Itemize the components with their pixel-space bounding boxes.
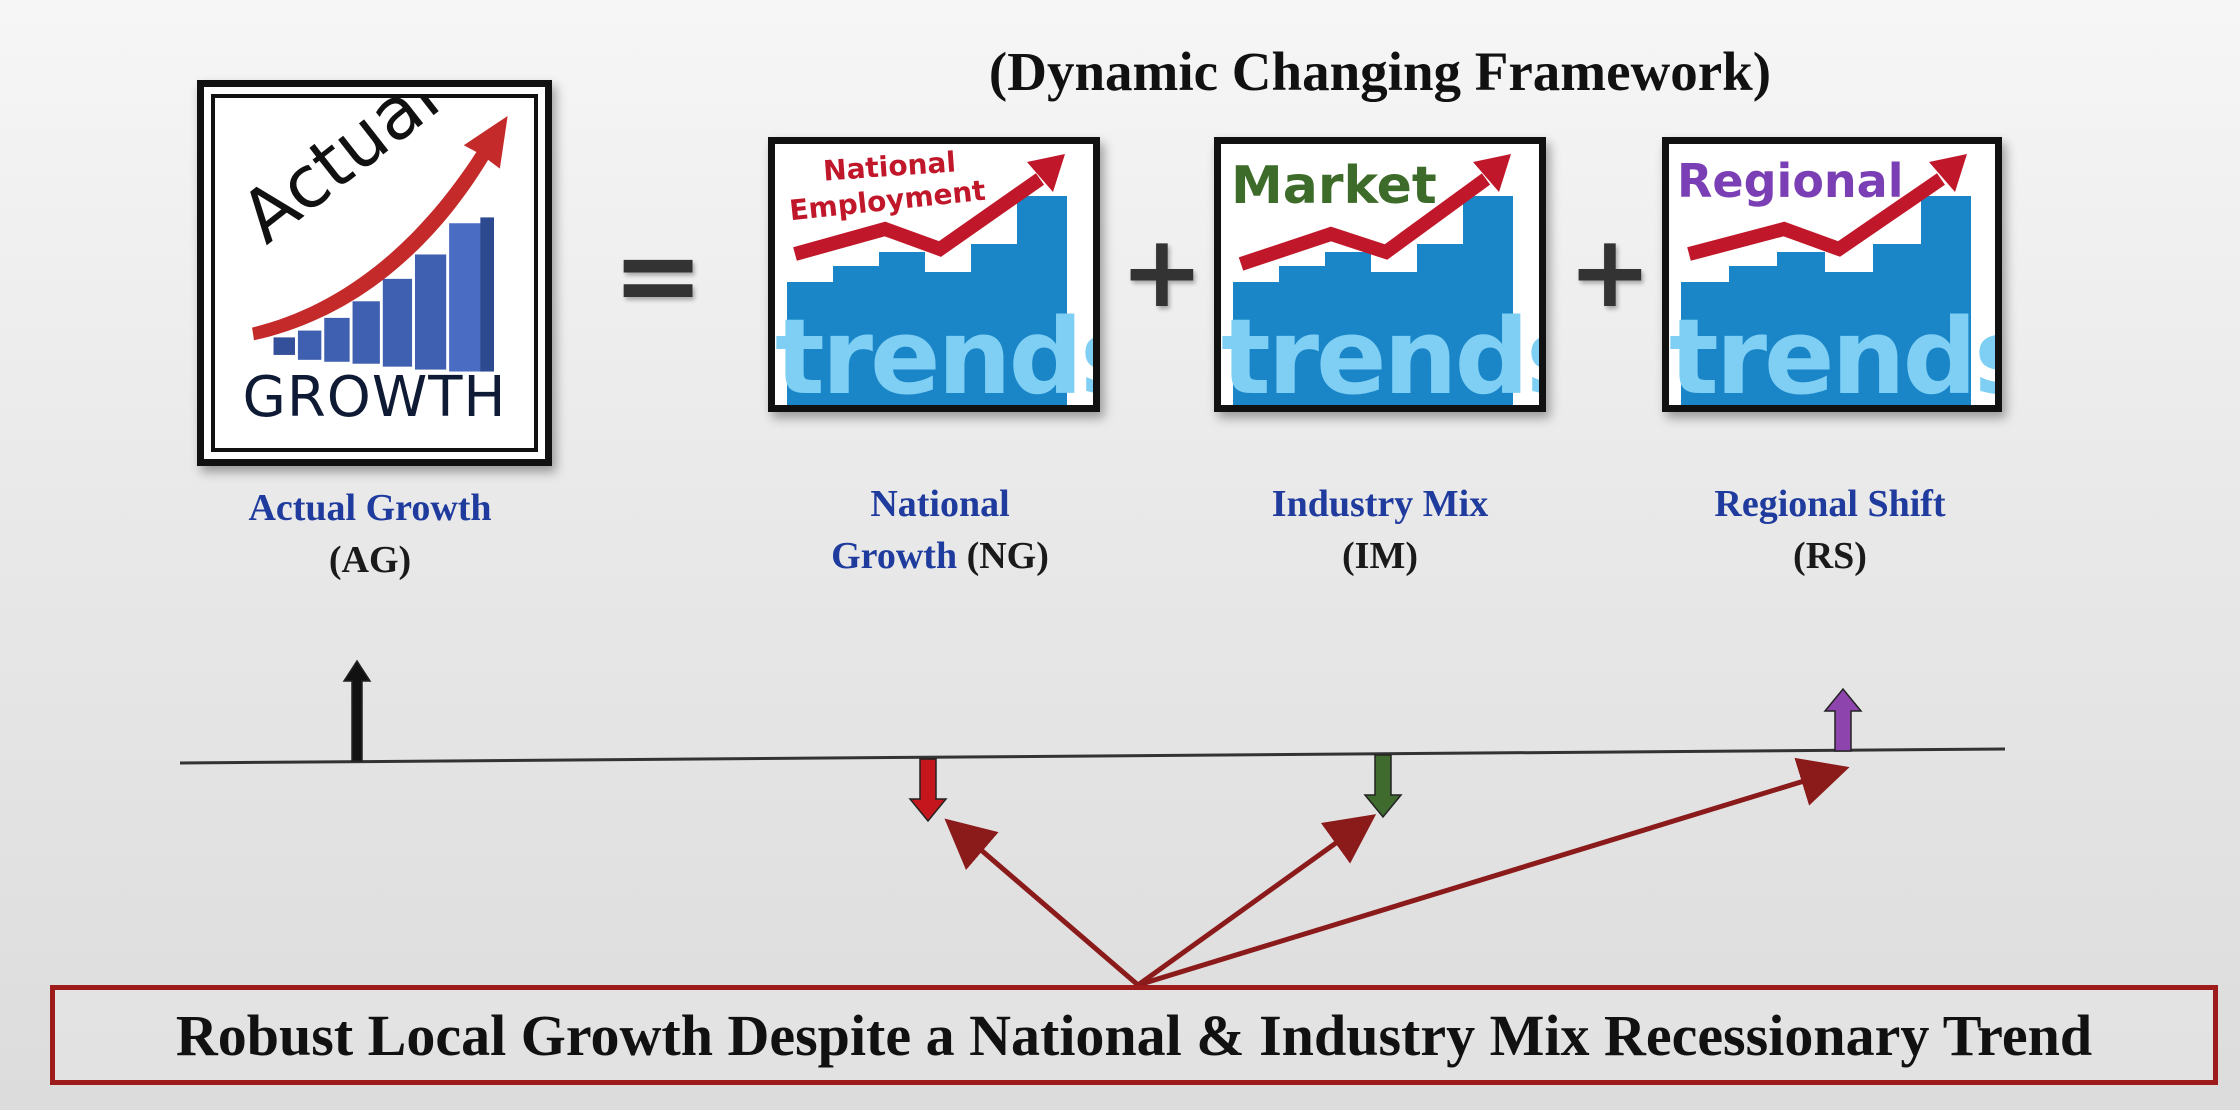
- growth-word: GROWTH: [242, 365, 507, 430]
- growth-chart-arrow-icon: [252, 115, 508, 372]
- diagram-title: (Dynamic Changing Framework): [988, 41, 1772, 102]
- national-employment-trends-tile: National Employment trends: [768, 137, 1100, 412]
- caption-im-line1: Industry Mix: [1271, 483, 1489, 525]
- growth-red-arrow: [252, 115, 508, 341]
- regional-trends-tile: Regional trends: [1662, 137, 2002, 412]
- caption-ng-line2-dark: (NG): [966, 535, 1049, 577]
- pointer-arrow-to-im: [1136, 814, 1377, 988]
- tile-label-line1: Regional: [1677, 154, 1904, 208]
- trend-bars-icon: [1681, 154, 1971, 405]
- caption-rs-line2: (RS): [1793, 535, 1867, 577]
- baseline: [179, 747, 2006, 765]
- caption-ag-line2: (AG): [328, 539, 412, 581]
- caption-rs-line1: Regional Shift: [1714, 483, 1946, 525]
- plus-sign: +: [1120, 213, 1204, 330]
- trend-bars-icon: [787, 154, 1067, 405]
- plus-sign: +: [1568, 213, 1652, 330]
- caption-ng-line2-blue: Growth: [831, 535, 958, 577]
- trends-word: trends: [1221, 296, 1539, 405]
- caption-national-growth: National Growth (NG): [760, 478, 1120, 582]
- pointer-arrow-to-ng: [944, 818, 1140, 987]
- actual-growth-tile: Actual GROWTH: [197, 80, 552, 466]
- direction-arrow-rs-up: [1823, 687, 1863, 752]
- direction-arrow-ag-up: [342, 659, 372, 762]
- caption-regional-shift: Regional Shift (RS): [1650, 478, 2010, 582]
- equals-sign: =: [612, 211, 705, 339]
- caption-industry-mix: Industry Mix (IM): [1200, 478, 1560, 582]
- caption-ag-line1: Actual Growth: [248, 487, 492, 529]
- direction-arrow-im-down: [1363, 754, 1403, 819]
- caption-im-line2: (IM): [1342, 535, 1418, 577]
- caption-actual-growth: Actual Growth (AG): [190, 482, 550, 586]
- trend-bars-icon: [1233, 154, 1513, 405]
- trends-word: trends: [775, 296, 1093, 405]
- growth-bars: [273, 217, 495, 372]
- caption-ng-line1: National: [870, 483, 1010, 525]
- pointer-arrow-to-rs: [1137, 757, 1850, 988]
- trends-word: trends: [1669, 296, 1995, 405]
- tile-label-line1: Market: [1231, 156, 1437, 216]
- market-trends-tile: Market trends: [1214, 137, 1546, 412]
- conclusion-banner: Robust Local Growth Despite a National &…: [50, 985, 2218, 1085]
- direction-arrow-ng-down: [908, 758, 948, 823]
